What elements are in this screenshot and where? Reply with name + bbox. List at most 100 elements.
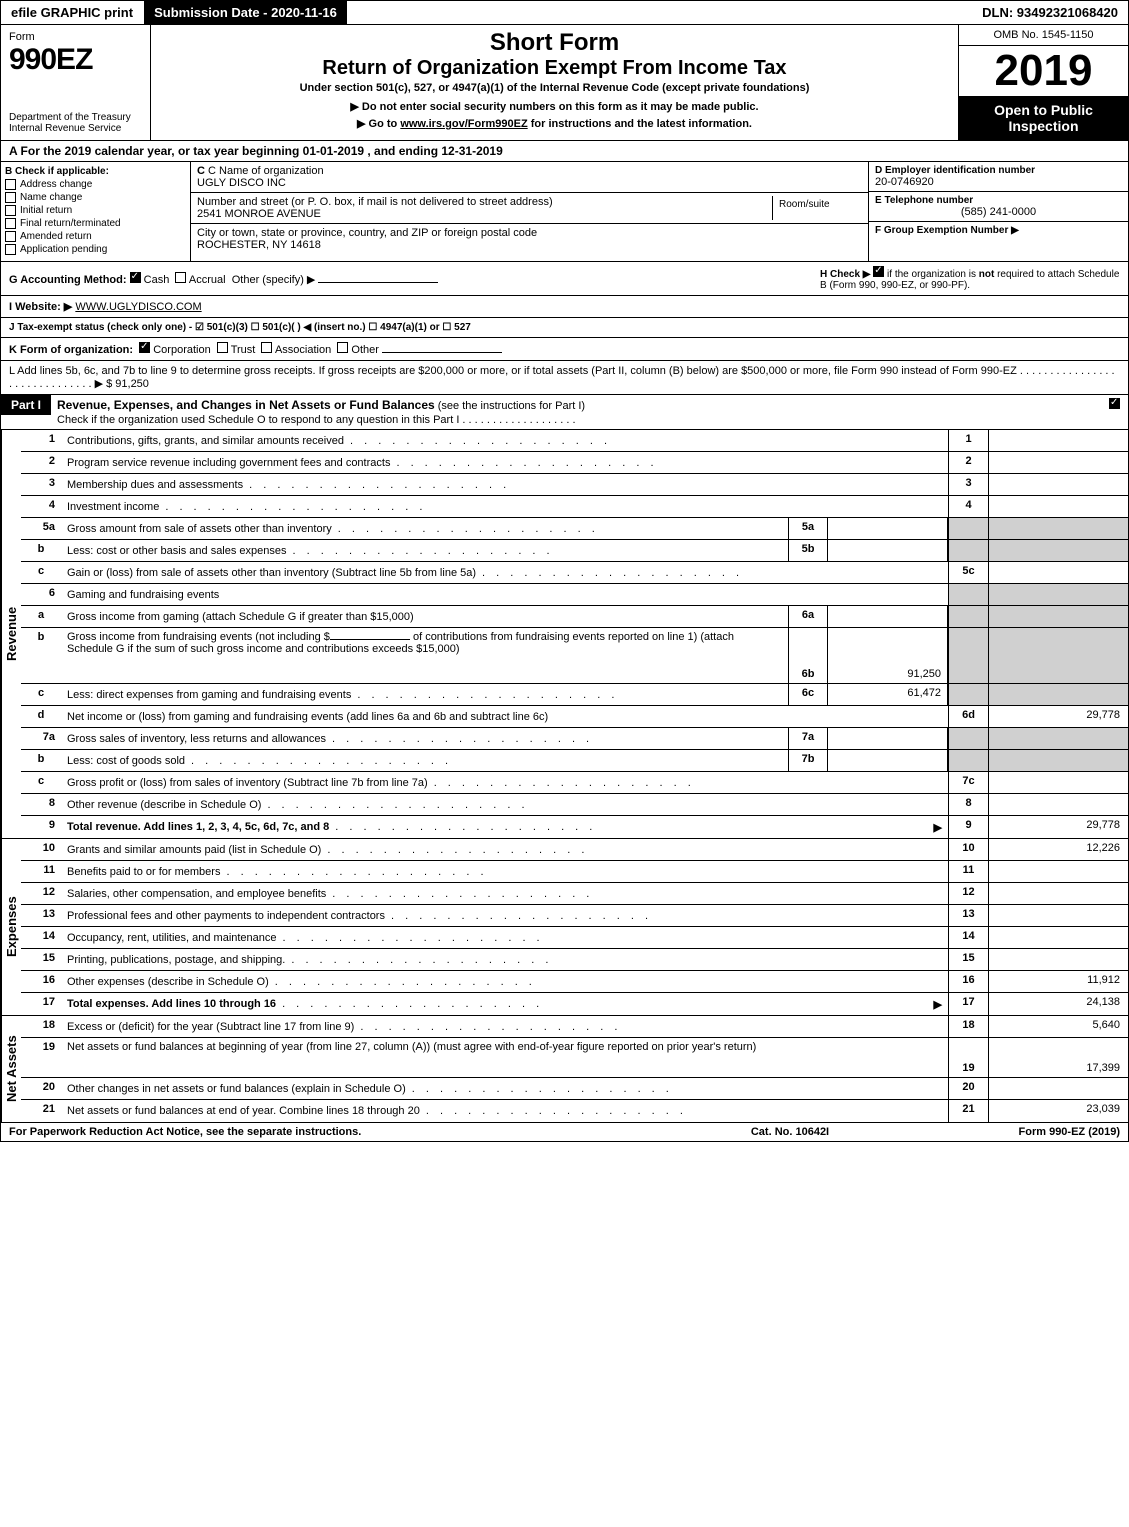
opt-final-return: Final return/terminated — [20, 218, 121, 229]
org-name: UGLY DISCO INC — [197, 177, 862, 189]
form-number: 990EZ — [9, 43, 142, 77]
other-specify-input[interactable] — [318, 282, 438, 283]
line-h: H Check ▶ if the organization is not req… — [820, 266, 1120, 291]
opt-initial-return: Initial return — [20, 205, 72, 216]
checkbox-cash[interactable] — [130, 272, 141, 283]
checkbox-name-change[interactable] — [5, 192, 16, 203]
table-row: 3Membership dues and assessments. . . . … — [21, 474, 1128, 496]
table-row: cLess: direct expenses from gaming and f… — [21, 684, 1128, 706]
table-row: 18Excess or (deficit) for the year (Subt… — [21, 1016, 1128, 1038]
arrow-icon: ▶ — [934, 821, 942, 834]
opt-name-change: Name change — [20, 192, 82, 203]
room-suite: Room/suite — [772, 196, 862, 220]
tel-value: (585) 241-0000 — [875, 206, 1122, 218]
table-row: 12Salaries, other compensation, and empl… — [21, 883, 1128, 905]
expenses-section: Expenses 10Grants and similar amounts pa… — [0, 839, 1129, 1016]
header-left: Form 990EZ Department of the Treasury In… — [1, 25, 151, 140]
val-6a — [828, 606, 948, 627]
line-l: L Add lines 5b, 6c, and 7b to line 9 to … — [0, 361, 1129, 395]
val-2 — [988, 452, 1128, 473]
checkbox-corporation[interactable] — [139, 342, 150, 353]
table-row: 14Occupancy, rent, utilities, and mainte… — [21, 927, 1128, 949]
revenue-section: Revenue 1Contributions, gifts, grants, a… — [0, 430, 1129, 839]
open-public-badge: Open to Public Inspection — [959, 96, 1128, 140]
org-city: ROCHESTER, NY 14618 — [197, 239, 862, 251]
val-19: 17,399 — [988, 1038, 1128, 1077]
checkbox-address-change[interactable] — [5, 179, 16, 190]
checkbox-amended[interactable] — [5, 231, 16, 242]
box-d-e-f: D Employer identification number 20-0746… — [868, 162, 1128, 261]
header-right: OMB No. 1545-1150 2019 Open to Public In… — [958, 25, 1128, 140]
table-row: 11Benefits paid to or for members. . . .… — [21, 861, 1128, 883]
dept-irs: Internal Revenue Service — [9, 123, 142, 134]
val-3 — [988, 474, 1128, 495]
box-c: C C Name of organization UGLY DISCO INC … — [191, 162, 868, 261]
val-6d: 29,778 — [988, 706, 1128, 727]
table-row: 17Total expenses. Add lines 10 through 1… — [21, 993, 1128, 1015]
table-row: 19Net assets or fund balances at beginni… — [21, 1038, 1128, 1078]
val-8 — [988, 794, 1128, 815]
table-row: aGross income from gaming (attach Schedu… — [21, 606, 1128, 628]
val-14 — [988, 927, 1128, 948]
irs-link[interactable]: www.irs.gov/Form990EZ — [400, 118, 527, 130]
tax-year-period: A For the 2019 calendar year, or tax yea… — [1, 141, 511, 161]
table-row: 20Other changes in net assets or fund ba… — [21, 1078, 1128, 1100]
ein-label: D Employer identification number — [875, 165, 1122, 176]
table-row: bGross income from fundraising events (n… — [21, 628, 1128, 684]
tax-exempt-status: J Tax-exempt status (check only one) - ☑… — [9, 322, 471, 333]
form-header: Form 990EZ Department of the Treasury In… — [0, 25, 1129, 141]
box-b-label: B Check if applicable: — [5, 166, 186, 177]
part-1-badge: Part I — [1, 395, 51, 415]
checkbox-initial-return[interactable] — [5, 205, 16, 216]
checkbox-schedule-b-not-required[interactable] — [873, 266, 884, 277]
table-row: cGross profit or (loss) from sales of in… — [21, 772, 1128, 794]
checkbox-association[interactable] — [261, 342, 272, 353]
val-13 — [988, 905, 1128, 926]
val-5c — [988, 562, 1128, 583]
val-15 — [988, 949, 1128, 970]
name-label: C C Name of organization — [197, 165, 862, 177]
submission-date-button[interactable]: Submission Date - 2020-11-16 — [144, 1, 348, 24]
addr-label: Number and street (or P. O. box, if mail… — [197, 196, 772, 208]
val-12 — [988, 883, 1128, 904]
val-1 — [988, 430, 1128, 451]
val-9: 29,778 — [988, 816, 1128, 838]
contrib-input[interactable] — [330, 639, 410, 640]
part-1-header: Part I Revenue, Expenses, and Changes in… — [0, 395, 1129, 430]
val-21: 23,039 — [988, 1100, 1128, 1122]
table-row: 16Other expenses (describe in Schedule O… — [21, 971, 1128, 993]
box-b: B Check if applicable: Address change Na… — [1, 162, 191, 261]
checkbox-other-org[interactable] — [337, 342, 348, 353]
opt-address-change: Address change — [20, 179, 92, 190]
checkbox-accrual[interactable] — [175, 272, 186, 283]
val-10: 12,226 — [988, 839, 1128, 860]
cat-number: Cat. No. 10642I — [660, 1126, 920, 1138]
form-page-label: Form 990-EZ (2019) — [920, 1126, 1120, 1138]
val-7a — [828, 728, 948, 749]
val-16: 11,912 — [988, 971, 1128, 992]
table-row: 10Grants and similar amounts paid (list … — [21, 839, 1128, 861]
other-org-input[interactable] — [382, 352, 502, 353]
expenses-side-label: Expenses — [1, 839, 21, 1015]
gross-receipts-value: 91,250 — [112, 378, 149, 390]
line-g-h: G Accounting Method: Cash Accrual Other … — [0, 262, 1129, 296]
table-row: bLess: cost or other basis and sales exp… — [21, 540, 1128, 562]
line-a: A For the 2019 calendar year, or tax yea… — [0, 141, 1129, 162]
efile-print-button[interactable]: efile GRAPHIC print — [1, 1, 144, 24]
checkbox-schedule-o-part1[interactable] — [1109, 398, 1120, 409]
val-7b — [828, 750, 948, 771]
table-row: 8Other revenue (describe in Schedule O).… — [21, 794, 1128, 816]
website-link[interactable]: WWW.UGLYDISCO.COM — [75, 301, 201, 313]
instructions-link-line: ▶ Go to www.irs.gov/Form990EZ for instru… — [159, 117, 950, 130]
opt-amended: Amended return — [20, 231, 92, 242]
city-label: City or town, state or province, country… — [197, 227, 862, 239]
checkbox-final-return[interactable] — [5, 218, 16, 229]
form-label: Form — [9, 31, 142, 43]
line-g: G Accounting Method: Cash Accrual Other … — [9, 272, 812, 286]
checkbox-pending[interactable] — [5, 244, 16, 255]
checkbox-trust[interactable] — [217, 342, 228, 353]
paperwork-notice: For Paperwork Reduction Act Notice, see … — [9, 1126, 660, 1138]
dln-label: DLN: 93492321068420 — [972, 1, 1128, 24]
form-title: Return of Organization Exempt From Incom… — [159, 57, 950, 80]
table-row: cGain or (loss) from sale of assets othe… — [21, 562, 1128, 584]
